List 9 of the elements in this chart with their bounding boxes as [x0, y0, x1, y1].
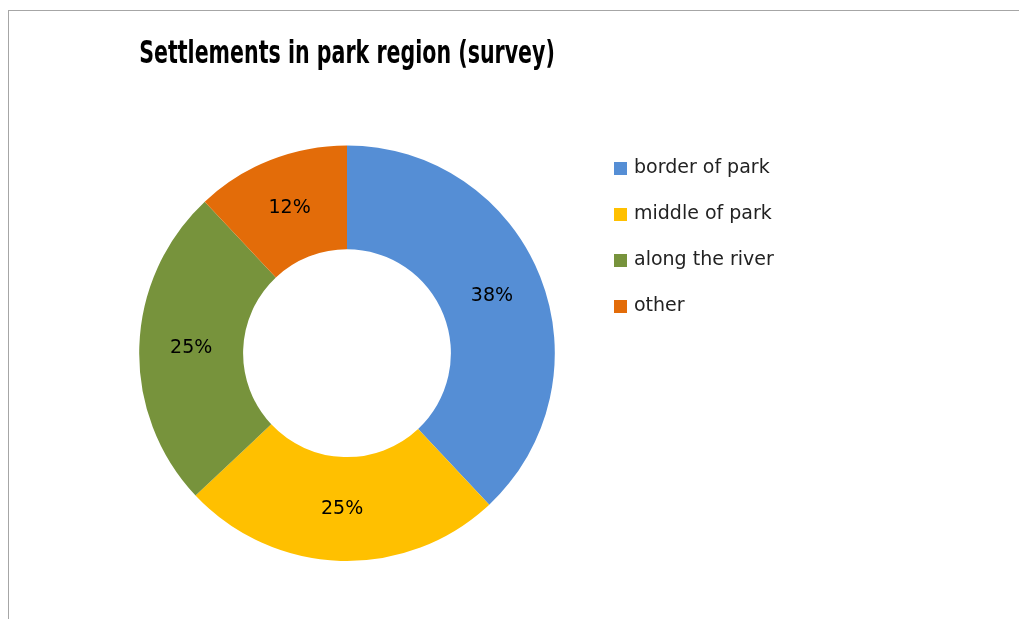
legend-label: middle of park: [634, 200, 772, 223]
legend-label: border of park: [634, 154, 770, 177]
chart-title: Settlements in park region (survey): [139, 32, 555, 70]
data-label: 25%: [170, 335, 213, 358]
data-label: 12%: [268, 195, 311, 218]
legend-label: along the river: [634, 246, 774, 269]
legend-label: other: [634, 292, 685, 315]
data-label: 38%: [470, 282, 514, 305]
data-label: 25%: [320, 495, 364, 518]
